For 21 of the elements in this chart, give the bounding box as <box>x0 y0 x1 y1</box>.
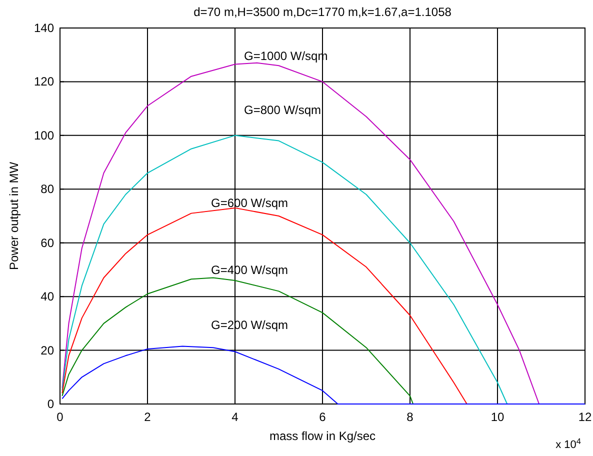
y-tick-label: 20 <box>40 343 54 358</box>
x-tick-label: 2 <box>144 410 152 424</box>
y-tick-label: 0 <box>47 397 54 411</box>
y-axis-title: Power output in MW <box>7 161 21 270</box>
y-tick-label: 40 <box>40 290 54 304</box>
annotation: G=800 W/sqm <box>244 103 322 117</box>
x-tick-label: 4 <box>232 410 239 424</box>
line-series <box>62 346 586 404</box>
y-tick-label: 60 <box>40 236 54 250</box>
y-tick-label: 120 <box>34 74 54 89</box>
y-tick-label: 140 <box>34 21 54 35</box>
y-tick-label: 100 <box>34 128 54 142</box>
x-axis-title: mass flow in Kg/sec <box>269 429 376 443</box>
text: x 10$^{4}$ <box>556 436 582 451</box>
x-tick-label: 6 <box>319 410 326 424</box>
x-tick-label: 12 <box>578 410 592 424</box>
x-tick-label: 0 <box>56 410 64 424</box>
x-tick-label: 10 <box>490 410 504 424</box>
y-tick-label: 80 <box>40 182 54 196</box>
x-tick-label: 8 <box>406 410 414 424</box>
chart-title: d=70 m,H=3500 m,Dc=1770 m,k=1.67,a=1.1058 <box>194 5 452 19</box>
